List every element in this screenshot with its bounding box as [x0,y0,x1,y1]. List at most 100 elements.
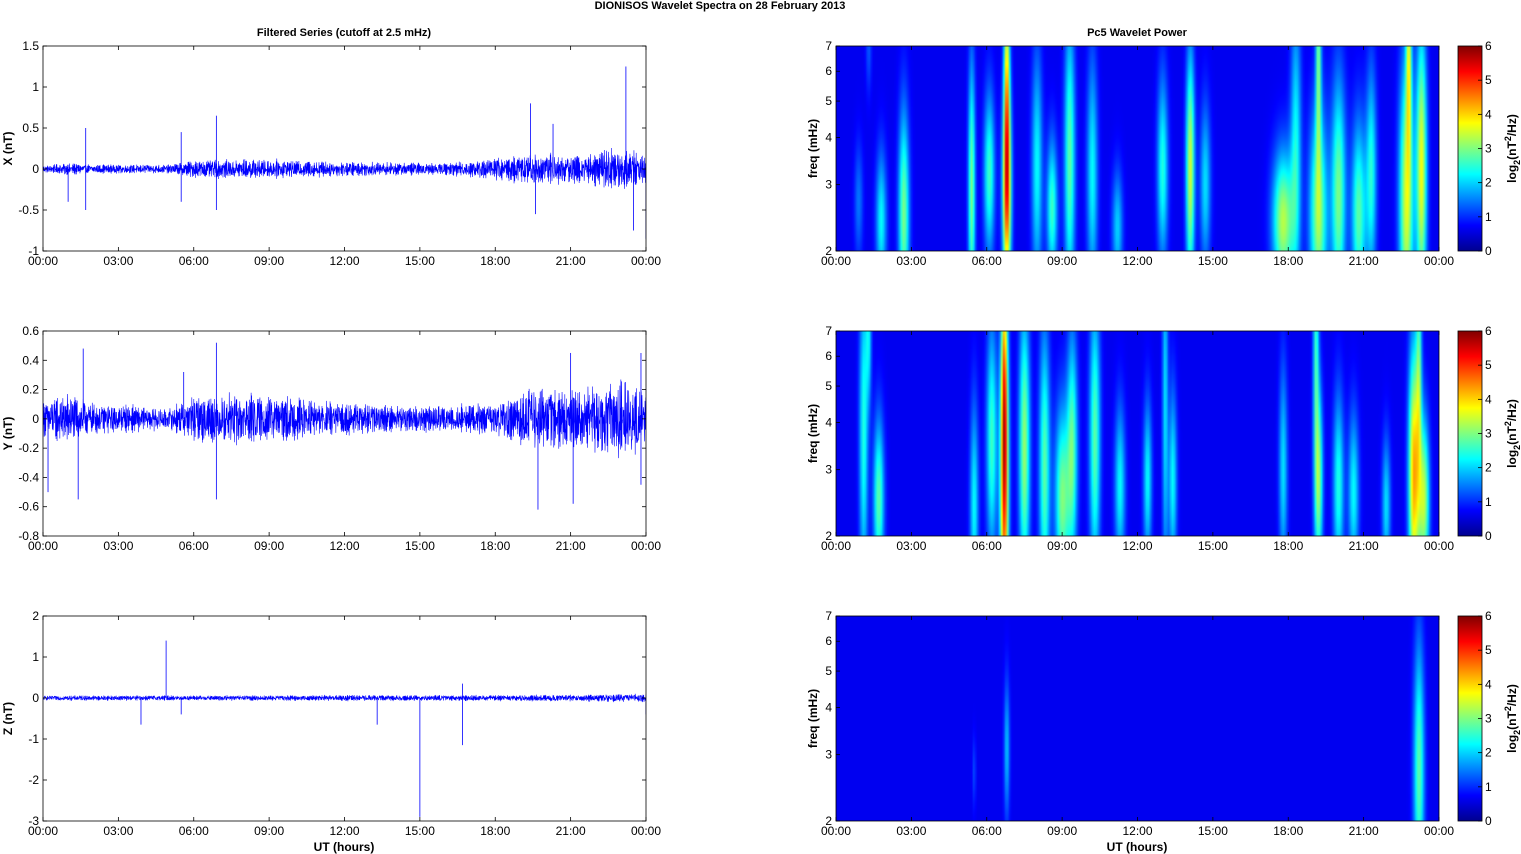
right-x-axis-label: UT (hours) [1107,840,1168,854]
y-series-ytick-label: 0.2 [22,383,39,397]
z-series-xtick-label: 06:00 [179,824,209,838]
x-wavelet-colorbar-tick-label: 3 [1485,142,1492,156]
z-wavelet-xtick-label: 06:00 [972,824,1002,838]
x-series-panel: -1 -0.5 0 0.5 1 1.5 00:00 03:00 06:00 09:00 12:00 1… [1,39,661,268]
y-wavelet-colorbar-tick-label: 1 [1485,495,1492,509]
x-wavelet-xtick-label: 12:00 [1122,254,1152,268]
y-series-xtick-label: 15:00 [405,539,435,553]
x-series-xtick-label: 21:00 [556,254,586,268]
y-wavelet-xtick-label: 06:00 [972,539,1002,553]
z-wavelet-colorbar-tick-label: 0 [1485,814,1492,828]
x-series-ytick-label: 0 [32,162,39,176]
y-series-ylabel: Y (nT) [1,417,15,451]
z-series-ylabel: Z (nT) [1,702,15,735]
x-wavelet-ytick-label: 6 [825,64,832,78]
y-series-xtick-label: 00:00 [28,539,58,553]
z-wavelet-panel: 2 3 4 5 6 7 00:00 03:00 06:00 09:00 12:00 15:00 18:0… [806,609,1521,838]
z-series-xtick-label: 15:00 [405,824,435,838]
z-series-ytick-label: -2 [28,773,39,787]
x-wavelet-colorbar-tick-label: 4 [1485,107,1492,121]
x-series-ytick-label: 1 [32,80,39,94]
x-wavelet-ytick-label: 5 [825,94,832,108]
y-wavelet-xtick-label: 00:00 [821,539,851,553]
z-series-xtick-label: 21:00 [556,824,586,838]
x-wavelet-xtick-label: 18:00 [1273,254,1303,268]
y-series-ytick-label: -0.6 [18,500,39,514]
y-series-ytick-label: -0.2 [18,441,39,455]
y-wavelet-colorbar-tick-label: 5 [1485,358,1492,372]
x-series-ytick-label: -0.5 [18,203,39,217]
y-wavelet-xtick-label: 12:00 [1122,539,1152,553]
y-series-xtick-label: 09:00 [254,539,284,553]
y-series-xtick-label: 21:00 [556,539,586,553]
x-wavelet-heatmap [836,46,1439,251]
x-series-ylabel: X (nT) [1,132,15,166]
z-series-trace [43,693,646,703]
x-wavelet-xtick-label: 21:00 [1349,254,1379,268]
y-series-ytick-label: -0.8 [18,529,39,543]
y-wavelet-ytick-label: 4 [825,416,832,430]
y-wavelet-xtick-label: 21:00 [1349,539,1379,553]
x-series-xtick-label: 03:00 [103,254,133,268]
left-column-title: Filtered Series (cutoff at 2.5 mHz) [257,27,432,39]
x-series-ytick-label: 1.5 [22,39,39,53]
y-wavelet-colorbar-tick-label: 6 [1485,324,1492,338]
z-series-ytick-label: 1 [32,650,39,664]
z-wavelet-xtick-label: 00:00 [1424,824,1454,838]
z-wavelet-colorbar-label: log2(nT2/Hz) [1503,684,1521,753]
y-series-ytick-label: -0.4 [18,470,39,484]
z-series-xtick-label: 00:00 [28,824,58,838]
y-series-xtick-label: 18:00 [480,539,510,553]
y-series-ytick-label: 0.6 [22,324,39,338]
x-series-xtick-label: 15:00 [405,254,435,268]
x-wavelet-ytick-label: 3 [825,178,832,192]
y-wavelet-ytick-label: 7 [825,324,832,338]
y-wavelet-xtick-label: 00:00 [1424,539,1454,553]
z-series-ytick-label: -1 [28,732,39,746]
z-wavelet-colorbar-tick-label: 5 [1485,643,1492,657]
x-series-ytick-label: -1 [28,244,39,258]
x-wavelet-xtick-label: 09:00 [1047,254,1077,268]
z-wavelet-ytick-label: 3 [825,748,832,762]
z-series-ytick-label: 2 [32,609,39,623]
x-wavelet-ytick-label: 4 [825,131,832,145]
x-series-trace [43,148,646,189]
y-wavelet-colorbar-tick-label: 2 [1485,461,1492,475]
y-series-xtick-label: 12:00 [329,539,359,553]
z-wavelet-ylabel: freq (mHz) [806,689,820,748]
x-series-plot-area [43,46,646,251]
y-wavelet-ytick-label: 6 [825,349,832,363]
y-series-plot-area [43,331,646,536]
z-series-xtick-label: 12:00 [329,824,359,838]
z-wavelet-colorbar-tick-label: 1 [1485,780,1492,794]
x-wavelet-ytick-label: 2 [825,244,832,258]
x-wavelet-xtick-label: 00:00 [1424,254,1454,268]
z-wavelet-ytick-label: 4 [825,701,832,715]
z-series-xtick-label: 18:00 [480,824,510,838]
x-wavelet-colorbar-tick-label: 0 [1485,244,1492,258]
z-wavelet-xtick-label: 21:00 [1349,824,1379,838]
x-wavelet-xtick-label: 06:00 [972,254,1002,268]
z-wavelet-xtick-label: 00:00 [821,824,851,838]
z-wavelet-ytick-label: 6 [825,634,832,648]
y-wavelet-xtick-label: 09:00 [1047,539,1077,553]
y-wavelet-xtick-label: 03:00 [896,539,926,553]
right-column-title: Pc5 Wavelet Power [1087,27,1188,39]
z-wavelet-ytick-label: 5 [825,664,832,678]
x-wavelet-ytick-label: 7 [825,39,832,53]
z-wavelet-colorbar-tick-label: 3 [1485,712,1492,726]
z-series-xtick-label: 00:00 [631,824,661,838]
y-wavelet-ytick-label: 2 [825,529,832,543]
x-wavelet-panel: 2 3 4 5 6 7 00:00 03:00 06:00 09:00 12:00 15:00 18:0… [806,39,1521,268]
z-wavelet-xtick-label: 03:00 [896,824,926,838]
x-wavelet-xtick-label: 15:00 [1198,254,1228,268]
y-wavelet-colorbar-label: log2(nT2/Hz) [1503,399,1521,468]
z-series-xtick-label: 03:00 [103,824,133,838]
x-series-ytick-label: 0.5 [22,121,39,135]
z-wavelet-xtick-label: 18:00 [1273,824,1303,838]
y-wavelet-xtick-label: 18:00 [1273,539,1303,553]
x-series-xtick-label: 18:00 [480,254,510,268]
z-series-ytick-label: 0 [32,691,39,705]
y-series-xtick-label: 03:00 [103,539,133,553]
